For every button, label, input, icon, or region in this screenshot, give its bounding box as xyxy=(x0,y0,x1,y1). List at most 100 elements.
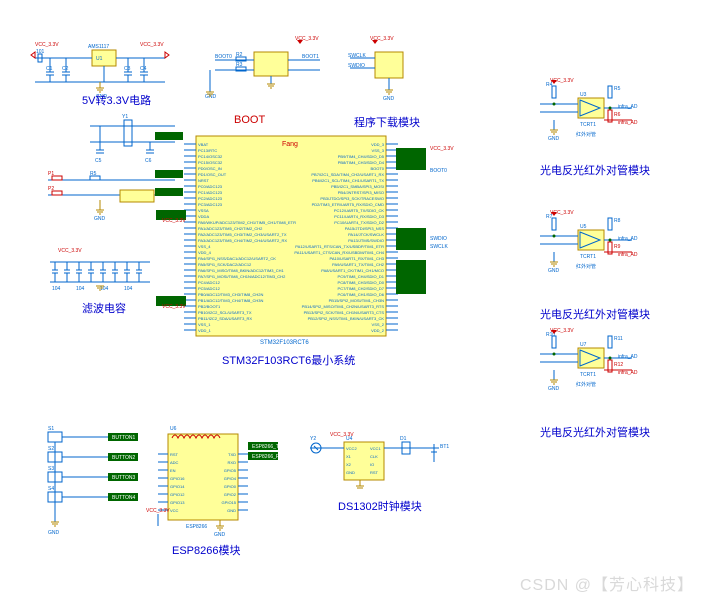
svg-text:PA8/USART1_CK/TIM1_CH1/MCO: PA8/USART1_CK/TIM1_CH1/MCO xyxy=(321,268,384,273)
svg-text:PB7/I2C1_SDA/TIM4_CH2/USART1_R: PB7/I2C1_SDA/TIM4_CH2/USART1_RX xyxy=(311,172,384,177)
svg-text:RXD: RXD xyxy=(228,460,237,465)
svg-text:Y2: Y2 xyxy=(310,436,316,442)
svg-text:PB11/I2C2_SDA/USART3_RX: PB11/I2C2_SDA/USART3_RX xyxy=(198,316,252,321)
svg-text:104: 104 xyxy=(124,286,133,292)
svg-text:GPIO13: GPIO13 xyxy=(170,500,185,505)
svg-text:C4: C4 xyxy=(140,66,147,72)
svg-text:Y1: Y1 xyxy=(122,114,128,120)
svg-text:PB12/SPI2_NSS/TIM1_BKIN/USART3: PB12/SPI2_NSS/TIM1_BKIN/USART3_CK xyxy=(308,316,385,321)
svg-text:R3: R3 xyxy=(236,62,243,68)
svg-text:PB13/SPI2_SCK/TIM1_CH1N/USART3: PB13/SPI2_SCK/TIM1_CH1N/USART3_CTS xyxy=(304,310,385,315)
svg-text:EN: EN xyxy=(170,468,176,473)
svg-text:VCC_3.3V: VCC_3.3V xyxy=(430,146,454,152)
svg-text:S3: S3 xyxy=(48,466,54,472)
svg-text:BOOT0: BOOT0 xyxy=(430,168,447,174)
svg-text:PA15/JTDI/SPI3_NSS: PA15/JTDI/SPI3_NSS xyxy=(345,226,385,231)
svg-text:S1: S1 xyxy=(48,426,54,432)
svg-text:BT1: BT1 xyxy=(440,444,449,450)
svg-text:PA11/USART1_CTS/CAN_RX/USBDM/T: PA11/USART1_CTS/CAN_RX/USBDM/TIM1_CH4 xyxy=(294,250,384,255)
svg-text:PA14/JTCK/SWCLK: PA14/JTCK/SWCLK xyxy=(348,232,384,237)
swd-module: VCC_3.3V SWCLK SWDIO GND xyxy=(348,36,403,102)
svg-text:infra_AD: infra_AD xyxy=(618,370,638,376)
svg-text:C5: C5 xyxy=(95,158,102,164)
esp-label: ESP8266模块 xyxy=(172,542,240,558)
svg-text:S2: S2 xyxy=(48,446,54,452)
svg-text:BOOT0: BOOT0 xyxy=(370,166,384,171)
svg-text:R5: R5 xyxy=(90,171,97,177)
svg-text:Fang: Fang xyxy=(282,141,298,148)
svg-text:PC13/RTC: PC13/RTC xyxy=(198,148,217,153)
ir1-label: 光电反光红外对管模块 xyxy=(540,162,650,178)
esp8266: U6 RSTADCENGPIO16GPIO14GPIO12GPIO13VCCTX… xyxy=(146,426,284,538)
mcu-label: STM32F103RCT6最小系统 xyxy=(222,352,355,368)
svg-text:PB4/JNTRST/SPI3_MISO: PB4/JNTRST/SPI3_MISO xyxy=(338,190,384,195)
svg-text:VCC_3.3V: VCC_3.3V xyxy=(162,218,186,224)
svg-text:PA2/ADC123/TIM5_CH3/TIM2_CH3/U: PA2/ADC123/TIM5_CH3/TIM2_CH3/USART2_TX xyxy=(198,232,287,237)
svg-text:PA12/USART1_RTS/CAN_TX/USBDP/T: PA12/USART1_RTS/CAN_TX/USBDP/TIM1_ETR xyxy=(295,244,384,249)
svg-text:GND: GND xyxy=(94,216,106,222)
svg-text:VCC_3.3V: VCC_3.3V xyxy=(162,304,186,310)
osc-block: Y1 C5C6 R5 P1 P2 GND xyxy=(48,114,183,222)
svg-text:R5: R5 xyxy=(614,86,621,92)
svg-text:GND: GND xyxy=(383,96,395,102)
svg-text:VCC_3.3V: VCC_3.3V xyxy=(35,42,59,48)
svg-text:S4: S4 xyxy=(48,486,54,492)
svg-text:PC9/TIM8_CH4/SDIO_D1: PC9/TIM8_CH4/SDIO_D1 xyxy=(338,274,385,279)
svg-text:R8: R8 xyxy=(614,218,621,224)
filter-caps: VCC_3.3V 104104104104 xyxy=(50,248,150,292)
svg-text:GND: GND xyxy=(548,268,560,274)
svg-text:P2: P2 xyxy=(48,186,54,192)
svg-text:PC6/TIM8_CH1/SDIO_D6: PC6/TIM8_CH1/SDIO_D6 xyxy=(338,292,385,297)
svg-text:BUTTON1: BUTTON1 xyxy=(112,435,135,441)
svg-text:R9: R9 xyxy=(614,244,621,250)
svg-text:PC0/ADC123: PC0/ADC123 xyxy=(198,184,223,189)
svg-text:PB10/I2C2_SCL/USART3_TX: PB10/I2C2_SCL/USART3_TX xyxy=(198,310,252,315)
svg-text:BUTTON2: BUTTON2 xyxy=(112,455,135,461)
svg-text:PC12/UART5_TX/SDIO_CK: PC12/UART5_TX/SDIO_CK xyxy=(334,208,384,213)
svg-text:PA5/SPI1_SCK/DAC2/ADC12: PA5/SPI1_SCK/DAC2/ADC12 xyxy=(198,262,252,267)
svg-text:VSS_3: VSS_3 xyxy=(372,148,385,153)
svg-text:BUTTON3: BUTTON3 xyxy=(112,475,135,481)
ds1302-label: DS1302时钟模块 xyxy=(338,498,422,514)
svg-text:VDD_4: VDD_4 xyxy=(198,250,212,255)
svg-text:CLK: CLK xyxy=(370,454,378,459)
ir3-label: 光电反光红外对管模块 xyxy=(540,424,650,440)
svg-text:SWDIO: SWDIO xyxy=(430,236,447,242)
svg-text:PA7/SPI1_MOSI/TIM8_CH1N/ADC12/: PA7/SPI1_MOSI/TIM8_CH1N/ADC12/TIM3_CH2 xyxy=(198,274,286,279)
svg-text:PB2/BOOT1: PB2/BOOT1 xyxy=(198,304,221,309)
svg-text:PA0/WKUP/ADC123/TIM2_CH1/TIM5_: PA0/WKUP/ADC123/TIM2_CH1/TIM5_CH1/TIM8_E… xyxy=(198,220,296,225)
svg-text:AMS1117: AMS1117 xyxy=(88,44,109,50)
svg-text:R12: R12 xyxy=(614,362,623,368)
svg-text:RST: RST xyxy=(370,470,379,475)
svg-text:infra_AD: infra_AD xyxy=(618,252,638,258)
svg-text:PB5/I2C1_SMBA/SPI3_MOSI: PB5/I2C1_SMBA/SPI3_MOSI xyxy=(331,184,384,189)
svg-text:R6: R6 xyxy=(614,112,621,118)
svg-text:ADC: ADC xyxy=(170,460,179,465)
swd-label: 程序下载模块 xyxy=(354,114,420,130)
svg-text:VCC: VCC xyxy=(170,508,179,513)
svg-text:D1: D1 xyxy=(400,436,407,442)
svg-text:GPIO2: GPIO2 xyxy=(224,492,237,497)
buttons: BUTTON1S1 BUTTON2S2 BUTTON3S3 BUTTON4S4 … xyxy=(48,426,138,536)
svg-text:C2: C2 xyxy=(62,66,69,72)
svg-text:PC4/ADC12: PC4/ADC12 xyxy=(198,280,221,285)
svg-text:PC1/ADC123: PC1/ADC123 xyxy=(198,190,223,195)
watermark: CSDN @【芳心科技】 xyxy=(520,571,694,595)
svg-text:U6: U6 xyxy=(170,426,177,432)
svg-text:PA4/SPI1_NSS/DAC1/ADC12/USART2: PA4/SPI1_NSS/DAC1/ADC12/USART2_CK xyxy=(198,256,276,261)
svg-text:PC15/OSC32: PC15/OSC32 xyxy=(198,160,223,165)
svg-text:GND: GND xyxy=(346,470,355,475)
svg-text:VCC1: VCC1 xyxy=(370,446,381,451)
svg-text:X2: X2 xyxy=(346,462,352,467)
svg-text:PB0/ADC12/TIM3_CH3/TIM8_CH2N: PB0/ADC12/TIM3_CH3/TIM8_CH2N xyxy=(198,292,263,297)
svg-text:SWCLK: SWCLK xyxy=(430,244,448,250)
svg-text:红外对管: 红外对管 xyxy=(576,131,596,138)
svg-text:U3: U3 xyxy=(580,92,587,98)
svg-text:TCRT1: TCRT1 xyxy=(580,372,596,378)
ir3: U7TCRT1R10R11R12VCC_3.3Vinfra_ADinfra_AD… xyxy=(540,328,638,392)
svg-text:GPIO15: GPIO15 xyxy=(222,500,237,505)
ir1: U3TCRT1R4R5R6VCC_3.3Vinfra_ADinfra_ADGND… xyxy=(540,78,638,142)
svg-text:GND: GND xyxy=(214,532,226,538)
svg-text:GPIO4: GPIO4 xyxy=(224,476,237,481)
svg-text:PA3/ADC123/TIM5_CH4/TIM2_CH4/U: PA3/ADC123/TIM5_CH4/TIM2_CH4/USART2_RX xyxy=(198,238,287,243)
